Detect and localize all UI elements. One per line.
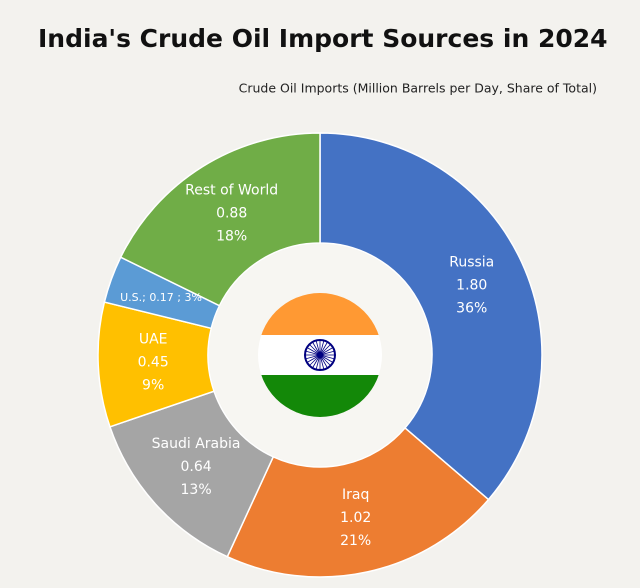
chakra-spoke — [319, 350, 335, 356]
slice-label-part: ; — [174, 291, 185, 304]
donut-slice — [319, 132, 543, 501]
chakra-spoke — [305, 354, 321, 360]
slice-label: 21% — [340, 533, 371, 549]
chakra-spoke — [319, 354, 331, 366]
slice-label: Russia — [449, 254, 494, 270]
slice-label-part: U.S. — [120, 291, 142, 304]
chakra-spoke — [309, 344, 321, 356]
slice-labels: Russia 1.80 36% Iraq 1.02 21% Saudi Arabia 0.64… — [120, 182, 494, 549]
chakra-spoke — [319, 344, 331, 356]
chakra-spoke — [315, 354, 321, 370]
slice-label: UAE — [139, 331, 168, 347]
donut — [97, 132, 543, 578]
slice-label: 9% — [142, 377, 164, 393]
chakra-spoke — [312, 341, 321, 356]
slice-label: U.S.; 0.17 ; 3% — [120, 291, 202, 304]
slice-label: 0.64 — [180, 459, 211, 475]
chakra-spoke — [319, 354, 325, 370]
chakra-spoke — [306, 347, 321, 356]
slice-label-part: ; — [142, 291, 149, 304]
slice-label-part: 0.17 — [149, 291, 174, 304]
chart-title: India's Crude Oil Import Sources in 2024 — [38, 24, 608, 53]
chakra-spoke — [319, 354, 335, 360]
chakra-spoke — [319, 354, 334, 363]
slice-label: 36% — [456, 300, 487, 316]
slice-label: 13% — [181, 482, 212, 498]
donut-slice — [226, 426, 490, 578]
chakra-spoke — [319, 341, 328, 356]
chakra-spoke — [319, 340, 325, 356]
slice-label: 18% — [216, 228, 247, 244]
chakra-spoke — [309, 354, 321, 366]
chakra-spoke — [312, 354, 321, 369]
donut-slice — [119, 132, 321, 307]
slice-label: Saudi Arabia — [152, 436, 241, 452]
slice-label: 1.02 — [340, 510, 371, 526]
slice-label: Iraq — [342, 487, 369, 503]
slice-label: 0.45 — [138, 354, 169, 370]
slice-label: 0.88 — [216, 205, 247, 221]
slice-label-part: 3% — [185, 291, 202, 304]
chart-subtitle: Crude Oil Imports (Million Barrels per D… — [239, 81, 597, 96]
slice-label: Rest of World — [185, 182, 278, 198]
chakra-spoke — [306, 354, 321, 363]
chakra-spoke — [305, 350, 321, 356]
chakra-spoke — [319, 354, 328, 369]
slice-label: 1.80 — [456, 277, 487, 293]
chakra-spoke — [315, 340, 321, 356]
chakra-spoke — [319, 347, 334, 356]
india-flag — [258, 293, 382, 417]
